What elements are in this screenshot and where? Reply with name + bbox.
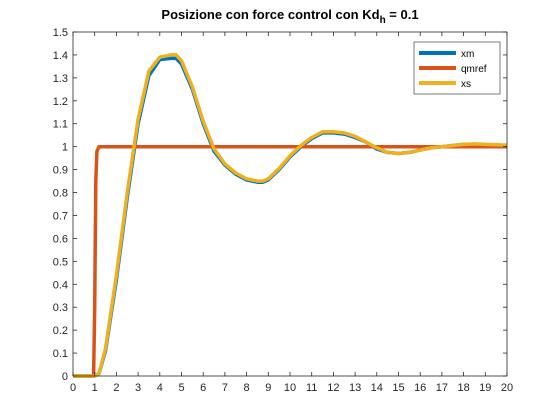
y-tick-label: 0.6 xyxy=(53,233,68,245)
y-tick-label: 1.4 xyxy=(53,50,68,62)
y-tick-label: 0.1 xyxy=(53,348,68,360)
x-tick-label: 15 xyxy=(392,382,404,394)
title-subscript: h xyxy=(380,15,386,26)
x-tick-label: 17 xyxy=(436,382,448,394)
y-axis: 0 0.1 0.2 0.3 0.4 0.5 0.6 0.7 0.8 0.9 1 1.1 1.2 1.3 1.… xyxy=(53,27,507,383)
title-main: Posizione con force control con Kd xyxy=(161,7,379,22)
series-layer xyxy=(73,53,508,378)
x-tick-label: 10 xyxy=(284,382,296,394)
x-tick-label: 11 xyxy=(306,382,317,394)
y-tick-label: 0.3 xyxy=(53,302,68,314)
x-tick-label: 6 xyxy=(200,382,206,394)
legend-item-qmref[interactable]: qmref xyxy=(419,64,487,75)
y-tick-label: 1 xyxy=(62,142,68,154)
x-tick-label: 19 xyxy=(479,382,491,394)
y-tick-label: 1.5 xyxy=(53,27,68,39)
x-tick-label: 5 xyxy=(178,382,184,394)
y-tick-label: 0.7 xyxy=(53,210,68,222)
x-tick-label: 12 xyxy=(327,382,339,394)
y-tick-label: 1.1 xyxy=(53,119,68,131)
legend-label-xm: xm xyxy=(461,49,474,60)
x-tick-label: 18 xyxy=(457,382,469,394)
chart-title: Posizione con force control con Kdh = 0.… xyxy=(161,7,418,26)
y-tick-label: 0.2 xyxy=(53,325,68,337)
x-tick-label: 8 xyxy=(244,382,250,394)
y-tick-label: 0.5 xyxy=(53,256,68,268)
x-tick-label: 0 xyxy=(70,382,76,394)
x-tick-label: 20 xyxy=(501,382,513,394)
legend-label-qmref: qmref xyxy=(461,64,487,75)
legend-item-xm[interactable]: xm xyxy=(419,49,474,60)
x-tick-label: 9 xyxy=(265,382,271,394)
x-tick-label: 16 xyxy=(414,382,426,394)
y-tick-label: 0.4 xyxy=(53,279,68,291)
y-tick-label: 1.3 xyxy=(53,73,68,85)
x-tick-label: 14 xyxy=(371,382,383,394)
legend-label-xs: xs xyxy=(461,79,471,90)
chart-title-text: Posizione con force control con Kdh = 0.… xyxy=(161,7,418,26)
legend[interactable]: xm qmref xs xyxy=(413,41,501,95)
y-tick-label: 0.9 xyxy=(53,165,68,177)
series-line-xs xyxy=(73,53,508,378)
x-tick-label: 3 xyxy=(135,382,141,394)
series-line-qmref xyxy=(73,144,507,378)
x-tick-label: 7 xyxy=(222,382,228,394)
y-tick-label: 0 xyxy=(62,371,68,383)
legend-item-xs[interactable]: xs xyxy=(419,79,471,90)
y-tick-label: 0.8 xyxy=(53,188,68,200)
y-tick-label: 1.2 xyxy=(53,96,68,108)
x-tick-label: 1 xyxy=(92,382,98,394)
x-tick-label: 4 xyxy=(157,382,163,394)
x-tick-label: 13 xyxy=(349,382,361,394)
x-axis: 0 1 2 3 4 5 6 7 8 9 10 11 12 13 14 15 16 17 18 19 20 xyxy=(70,32,513,394)
title-suffix: = 0.1 xyxy=(386,7,419,22)
x-tick-label: 2 xyxy=(113,382,119,394)
